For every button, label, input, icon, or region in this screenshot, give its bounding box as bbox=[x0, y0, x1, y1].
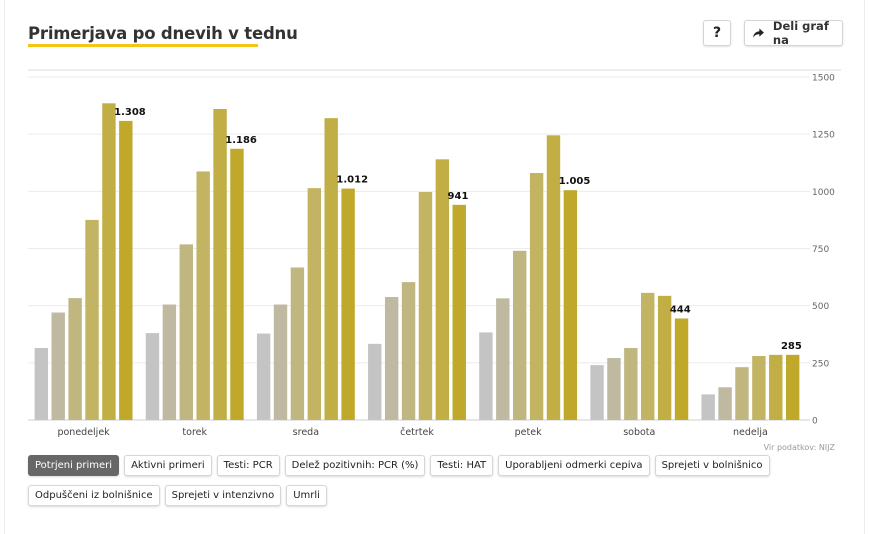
bar bbox=[196, 171, 210, 420]
bar bbox=[119, 120, 133, 421]
bar bbox=[657, 295, 672, 420]
data-label: 1.308 bbox=[114, 107, 146, 118]
bar bbox=[68, 298, 82, 420]
share-button[interactable]: Deli graf na bbox=[744, 19, 843, 47]
x-tick-label: sobota bbox=[623, 427, 655, 438]
bar bbox=[479, 332, 493, 420]
metric-button[interactable]: Umrli bbox=[286, 485, 327, 506]
help-button[interactable]: ? bbox=[703, 20, 731, 46]
chart-card bbox=[4, 0, 865, 534]
bar bbox=[496, 298, 510, 420]
y-tick-label: 750 bbox=[812, 245, 829, 255]
bar bbox=[384, 296, 399, 420]
bar bbox=[769, 354, 783, 420]
x-tick-label: četrtek bbox=[400, 427, 434, 438]
data-label: 444 bbox=[670, 304, 691, 315]
data-label: 941 bbox=[448, 191, 469, 202]
help-label: ? bbox=[712, 25, 722, 41]
y-tick-label: 1000 bbox=[812, 188, 835, 198]
share-label: Deli graf na bbox=[772, 19, 829, 47]
metric-button[interactable]: Uporabljeni odmerki cepiva bbox=[498, 455, 650, 476]
metric-button[interactable]: Odpuščeni iz bolnišnice bbox=[28, 485, 160, 506]
bar bbox=[607, 358, 621, 420]
y-tick-label: 250 bbox=[812, 359, 829, 369]
source-note: Vir podatkov: NIJZ bbox=[763, 443, 835, 452]
bar bbox=[162, 304, 177, 420]
bar bbox=[785, 354, 800, 420]
bar bbox=[230, 148, 244, 420]
bar bbox=[563, 190, 578, 420]
chart-title: Primerjava po dnevih v tednu bbox=[28, 24, 298, 43]
metric-button[interactable]: Testi: HAT bbox=[430, 455, 494, 476]
metric-selector: Potrjeni primeri Aktivni primeri Testi: PC… bbox=[28, 455, 818, 510]
title-underline bbox=[28, 44, 258, 47]
bar-chart: 0 250 500 750 1000 1250 1500 1.308 ponedeljek 1.1… bbox=[28, 69, 841, 438]
metric-button[interactable]: Sprejeti v bolnišnico bbox=[654, 455, 770, 476]
metric-button[interactable]: Delež pozitivnih: PCR (%) bbox=[284, 455, 426, 476]
bar bbox=[34, 347, 49, 420]
bar bbox=[213, 109, 227, 420]
bar bbox=[341, 188, 355, 420]
data-label: 1.012 bbox=[336, 175, 368, 186]
x-tick-label: nedelja bbox=[733, 427, 768, 438]
metric-button[interactable]: Sprejeti v intenzivno bbox=[164, 485, 282, 506]
y-tick-label: 1500 bbox=[812, 74, 835, 84]
bar bbox=[641, 292, 655, 420]
bar bbox=[735, 367, 749, 420]
bar bbox=[701, 394, 715, 420]
bar bbox=[51, 312, 65, 420]
bar bbox=[401, 282, 416, 420]
x-tick-label: petek bbox=[515, 427, 542, 438]
bar bbox=[752, 355, 766, 420]
bar bbox=[102, 103, 116, 421]
bar bbox=[324, 118, 338, 420]
share-arrow-icon bbox=[753, 27, 764, 38]
bar bbox=[546, 135, 561, 420]
bar bbox=[179, 244, 193, 420]
data-label: 1.005 bbox=[559, 176, 591, 187]
x-tick-label: ponedeljek bbox=[57, 427, 110, 438]
bar bbox=[624, 347, 638, 420]
bar bbox=[273, 304, 288, 420]
x-tick-label: sreda bbox=[293, 427, 319, 438]
bar bbox=[290, 267, 305, 420]
bar bbox=[512, 250, 527, 420]
y-tick-label: 500 bbox=[812, 302, 829, 312]
data-label: 285 bbox=[781, 341, 802, 352]
bar bbox=[256, 333, 271, 420]
y-tick-label: 0 bbox=[812, 417, 818, 427]
bar bbox=[368, 343, 382, 420]
bar bbox=[85, 219, 99, 420]
data-label: 1.186 bbox=[225, 135, 257, 146]
metric-button[interactable]: Potrjeni primeri bbox=[28, 455, 120, 476]
bar bbox=[529, 173, 544, 420]
bar bbox=[307, 188, 322, 420]
y-tick-label: 1250 bbox=[812, 131, 835, 141]
bar bbox=[718, 387, 732, 420]
metric-button[interactable]: Testi: PCR bbox=[216, 455, 280, 476]
bar bbox=[452, 204, 466, 420]
x-tick-label: torek bbox=[182, 427, 207, 438]
bar bbox=[145, 333, 160, 420]
bar bbox=[590, 365, 604, 420]
bar bbox=[674, 318, 689, 420]
metric-button[interactable]: Aktivni primeri bbox=[124, 455, 212, 476]
bar bbox=[435, 159, 450, 420]
bar bbox=[418, 192, 433, 420]
